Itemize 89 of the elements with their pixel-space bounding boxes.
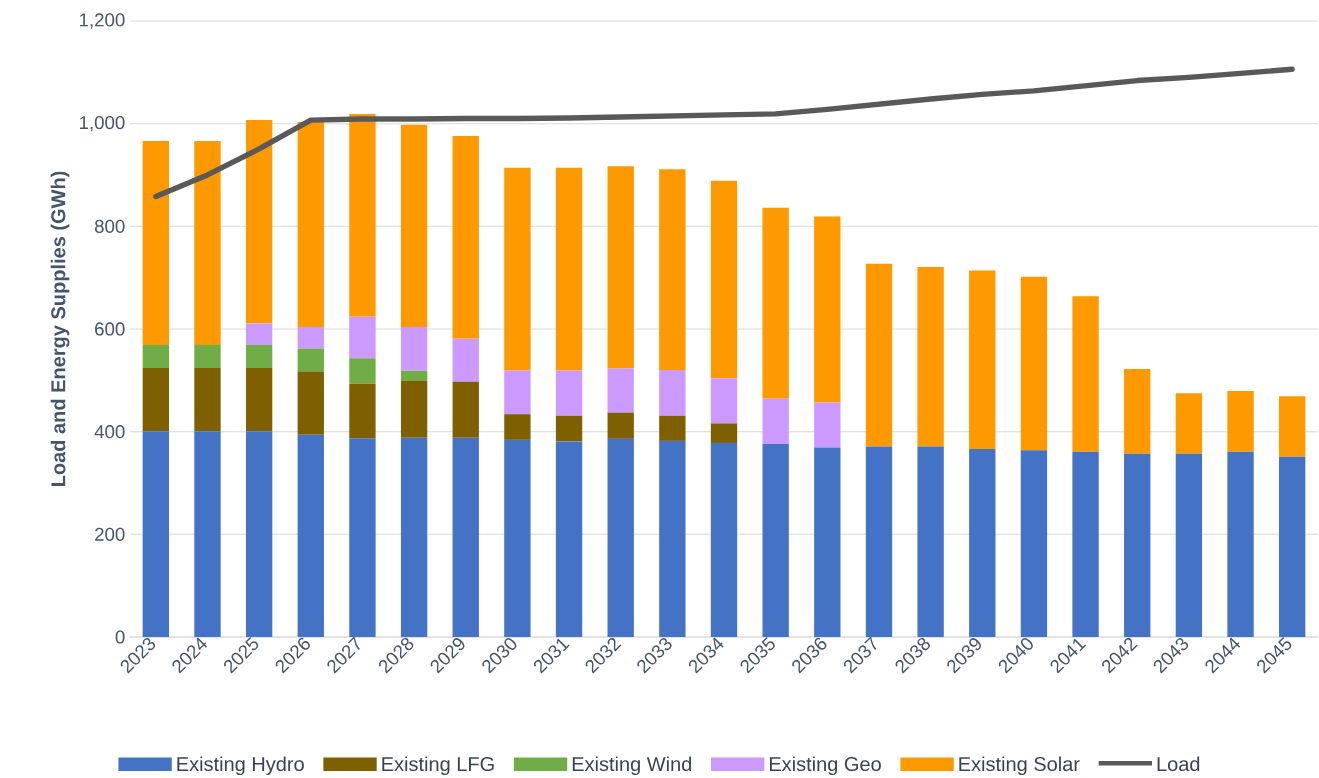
bar	[349, 316, 376, 359]
bar	[659, 169, 686, 371]
bar	[400, 124, 428, 327]
bar	[607, 368, 634, 413]
bar	[452, 437, 479, 637]
bar	[814, 216, 841, 403]
bar	[297, 348, 324, 372]
bar	[555, 370, 583, 416]
bar	[607, 412, 634, 439]
bar	[1124, 369, 1151, 454]
legend-label: Existing Hydro	[177, 756, 304, 776]
bar	[1020, 450, 1048, 637]
bar	[194, 431, 221, 637]
bar	[245, 344, 273, 369]
bar	[297, 434, 324, 637]
bar	[504, 414, 531, 440]
bar	[349, 383, 376, 439]
bar	[969, 449, 996, 637]
bar	[710, 180, 738, 379]
bar	[504, 370, 531, 415]
bar	[142, 431, 169, 637]
bar	[762, 443, 789, 637]
y-tick-label: 400	[94, 425, 125, 439]
bar	[710, 442, 738, 637]
y-tick-label: 1,000	[80, 115, 125, 132]
bar	[245, 431, 273, 637]
bar	[504, 439, 531, 637]
bar	[142, 141, 169, 345]
bar	[142, 368, 169, 432]
bar	[349, 113, 376, 317]
legend-label: Existing Geo	[769, 756, 881, 776]
bar	[555, 167, 583, 371]
bar	[452, 338, 479, 382]
legend-label: Existing LFG	[382, 756, 494, 776]
bar	[865, 263, 893, 447]
y-axis-title: Load and Energy Supplies (GWh)	[50, 171, 70, 486]
bar	[710, 423, 738, 443]
legend-label: Existing Wind	[572, 756, 692, 776]
bar	[1072, 296, 1099, 452]
bar	[1279, 396, 1306, 457]
bar	[659, 440, 686, 637]
bar	[452, 135, 479, 339]
bar	[1227, 391, 1254, 452]
bar	[1279, 456, 1306, 637]
bar	[194, 344, 221, 369]
legend-label: Existing Solar	[959, 756, 1080, 776]
y-tick-label: 1,200	[80, 13, 125, 29]
bar	[969, 270, 996, 450]
bar	[245, 323, 273, 345]
bar	[297, 122, 324, 327]
bar	[452, 381, 479, 438]
bar	[865, 446, 893, 637]
bar	[1227, 451, 1254, 637]
bar	[400, 380, 428, 438]
bar	[814, 402, 841, 448]
bar	[142, 344, 169, 369]
bar	[710, 378, 738, 424]
bar	[349, 358, 376, 384]
bar	[659, 415, 686, 441]
bar	[1124, 453, 1151, 637]
legend-label: Load	[1157, 756, 1200, 772]
bar	[297, 326, 324, 349]
bar	[245, 368, 273, 432]
bar	[659, 370, 686, 416]
bar	[607, 166, 634, 369]
bar	[555, 441, 583, 637]
y-tick-label: 800	[94, 219, 125, 233]
bar	[245, 120, 273, 324]
y-tick-label: 600	[95, 322, 125, 336]
bar	[762, 398, 789, 444]
bar	[400, 437, 428, 637]
bar	[504, 167, 531, 371]
bar	[1175, 393, 1203, 454]
bar	[607, 438, 634, 637]
bar	[1020, 276, 1048, 451]
bar	[1175, 453, 1203, 637]
y-tick-label: 200	[95, 527, 125, 541]
bar	[917, 266, 944, 447]
bar	[297, 371, 324, 435]
bar	[400, 326, 428, 371]
bar	[349, 438, 376, 637]
bar	[400, 370, 428, 381]
bar	[762, 207, 789, 399]
bar	[1072, 451, 1099, 637]
bar	[194, 141, 221, 345]
bar	[917, 446, 944, 637]
bar	[814, 447, 841, 637]
bar	[194, 368, 221, 432]
bar	[555, 415, 583, 442]
